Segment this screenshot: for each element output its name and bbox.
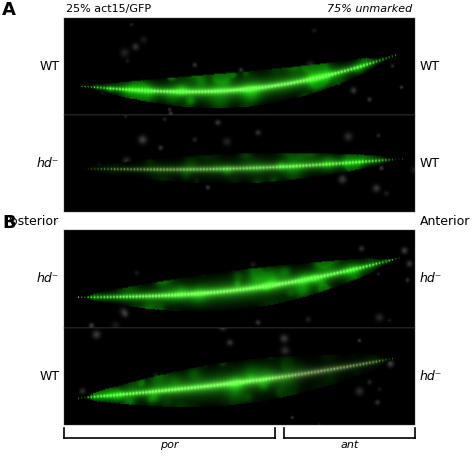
Text: Anterior: Anterior [419, 215, 470, 228]
Text: ant: ant [340, 440, 359, 450]
Text: hd⁻: hd⁻ [37, 273, 59, 285]
Text: A: A [2, 1, 16, 19]
Text: por: por [160, 440, 179, 450]
Text: WT: WT [419, 157, 439, 170]
Text: WT: WT [39, 60, 59, 73]
Text: WT: WT [419, 60, 439, 73]
Text: Posterior: Posterior [4, 215, 59, 228]
Text: hd⁻: hd⁻ [419, 273, 442, 285]
Text: WT: WT [39, 370, 59, 383]
Text: 25% act15/GFP: 25% act15/GFP [66, 4, 152, 14]
Text: hd⁻: hd⁻ [419, 370, 442, 383]
Text: 75% unmarked: 75% unmarked [327, 4, 412, 14]
Text: B: B [2, 214, 16, 232]
Text: hd⁻: hd⁻ [37, 157, 59, 170]
